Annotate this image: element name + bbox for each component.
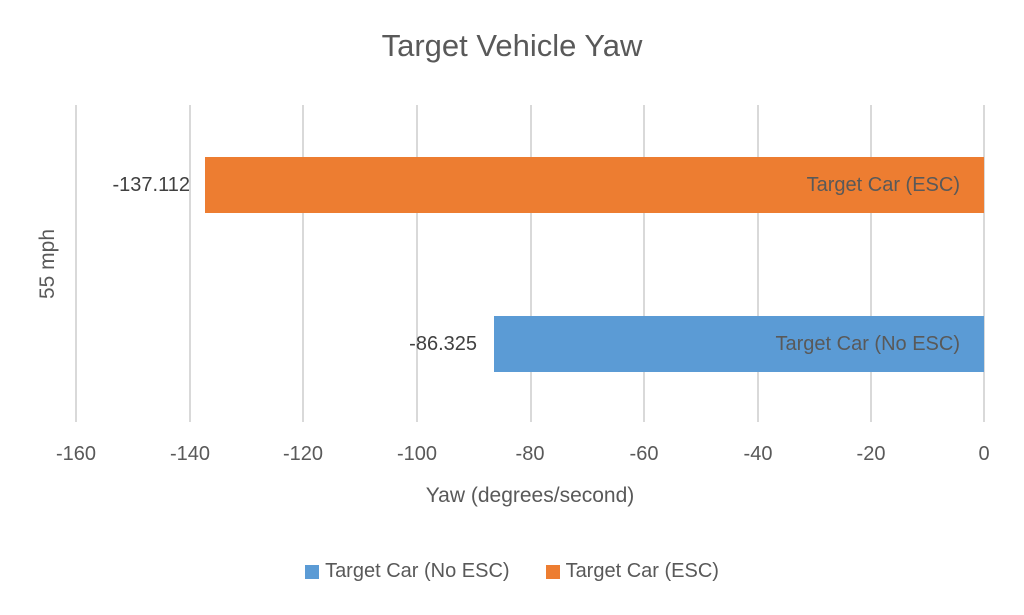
bar-target-car-esc[interactable]: Target Car (ESC) [205, 157, 984, 213]
bar-target-car-no-esc[interactable]: Target Car (No ESC) [494, 316, 984, 372]
gridline [643, 105, 646, 422]
x-tick: -120 [282, 443, 324, 465]
x-tick: -60 [629, 443, 659, 465]
plot-area: Target Car (ESC) -137.112 Target Car (No… [75, 105, 985, 422]
chart-title: Target Vehicle Yaw [381, 28, 643, 63]
value-label-no-esc: -86.325 [409, 333, 477, 355]
gridline [302, 105, 305, 422]
gridline [529, 105, 532, 422]
x-axis-label: Yaw (degrees/second) [425, 484, 635, 507]
value-label-esc: -137.112 [112, 174, 190, 196]
gridline [870, 105, 873, 422]
legend-swatch-blue-icon [305, 564, 320, 579]
legend-label: Target Car (ESC) [565, 560, 719, 582]
x-tick: -20 [856, 443, 886, 465]
x-tick: -80 [515, 443, 545, 465]
gridline [188, 105, 191, 422]
bar-series-label: Target Car (No ESC) [775, 333, 961, 355]
gridline [415, 105, 418, 422]
gridline [983, 105, 985, 422]
legend-item-no-esc[interactable]: Target Car (No ESC) [305, 560, 510, 583]
y-axis-label: 55 mph [36, 228, 59, 300]
bar-series-label: Target Car (ESC) [806, 174, 960, 196]
x-tick: -140 [169, 443, 211, 465]
legend-swatch-orange-icon [545, 564, 560, 579]
legend: Target Car (No ESC) Target Car (ESC) [0, 560, 1024, 583]
x-tick: -160 [55, 443, 97, 465]
gridline [756, 105, 759, 422]
legend-label: Target Car (No ESC) [325, 560, 510, 582]
gridline [75, 105, 77, 422]
legend-item-esc[interactable]: Target Car (ESC) [545, 560, 719, 583]
x-tick: -100 [396, 443, 438, 465]
x-tick: 0 [978, 443, 990, 465]
x-tick: -40 [743, 443, 773, 465]
